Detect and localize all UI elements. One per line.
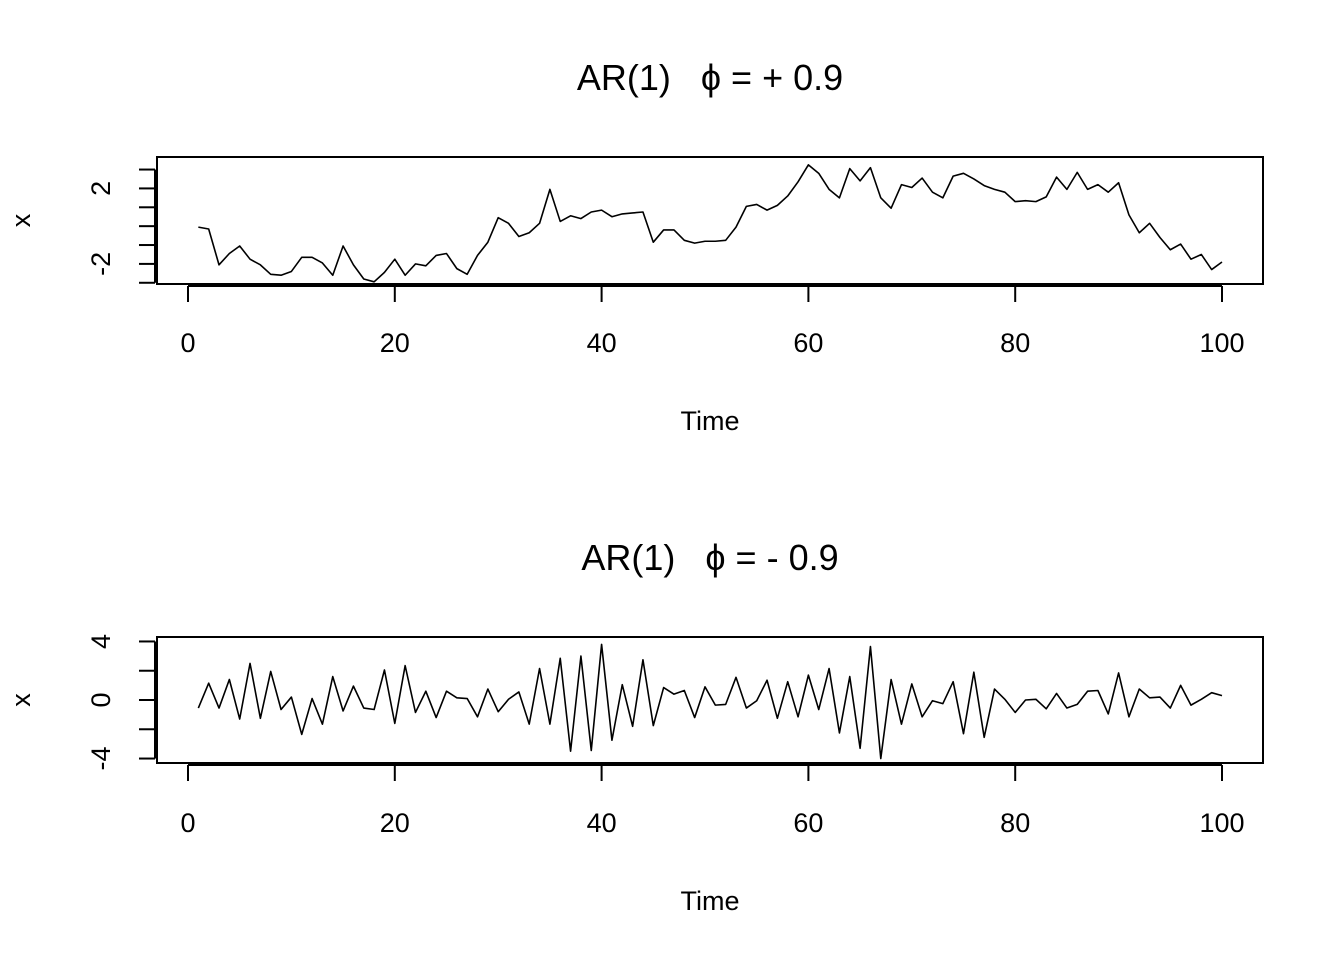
x-tick-label: 100 bbox=[1199, 808, 1244, 838]
y-tick-label: -4 bbox=[86, 747, 116, 771]
series-line bbox=[197, 643, 1223, 760]
chart-panel-1: AR(1) ϕ = + 0.9 0 20 40 60 80 100 Time -2 2 x bbox=[6, 57, 1264, 436]
x-tick-label: 0 bbox=[180, 328, 195, 358]
plot-frame bbox=[156, 636, 1264, 764]
chart-title: AR(1) ϕ = - 0.9 bbox=[581, 537, 838, 578]
x-axis-label: Time bbox=[681, 406, 740, 436]
y-tick-label: -2 bbox=[86, 252, 116, 276]
x-tick-label: 0 bbox=[180, 808, 195, 838]
x-tick-label: 80 bbox=[1000, 808, 1030, 838]
y-tick-label: 2 bbox=[86, 181, 116, 196]
series-line bbox=[198, 164, 1223, 283]
x-tick-label: 40 bbox=[587, 808, 617, 838]
y-axis-label: x bbox=[6, 693, 36, 707]
y-tick-label: 4 bbox=[86, 634, 116, 649]
x-tick-label: 80 bbox=[1000, 328, 1030, 358]
y-tick-label: 0 bbox=[86, 692, 116, 707]
plot-frame bbox=[156, 156, 1264, 285]
x-tick-label: 40 bbox=[587, 328, 617, 358]
y-axis-label: x bbox=[6, 213, 36, 227]
x-tick-label: 20 bbox=[380, 808, 410, 838]
x-tick-label: 60 bbox=[793, 808, 823, 838]
chart-title: AR(1) ϕ = + 0.9 bbox=[577, 57, 843, 98]
x-tick-label: 100 bbox=[1199, 328, 1244, 358]
x-tick-label: 60 bbox=[793, 328, 823, 358]
x-axis-label: Time bbox=[681, 886, 740, 916]
x-tick-label: 20 bbox=[380, 328, 410, 358]
chart-panel-2: AR(1) ϕ = - 0.9 0 20 40 60 80 100 Time -4 0 4 x bbox=[6, 537, 1264, 916]
